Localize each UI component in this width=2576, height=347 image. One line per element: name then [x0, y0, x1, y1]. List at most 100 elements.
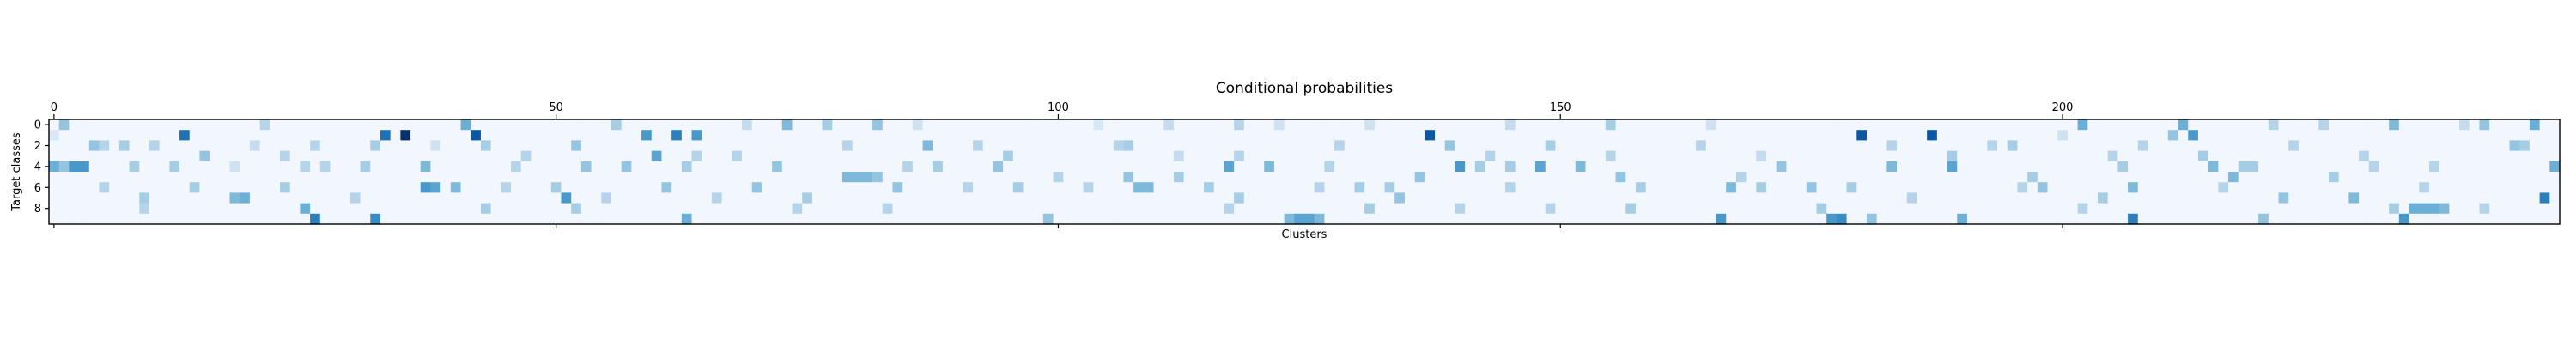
heatmap-cell [1314, 119, 1325, 131]
heatmap-cell [1836, 172, 1848, 183]
heatmap-cell [2318, 119, 2330, 131]
heatmap-cell [139, 213, 150, 225]
heatmap-cell [781, 192, 793, 204]
heatmap-cell [199, 203, 210, 215]
heatmap-cell [611, 150, 623, 162]
heatmap-cell [240, 161, 251, 173]
heatmap-cell [1033, 161, 1044, 173]
heatmap-cell [2519, 172, 2530, 183]
heatmap-cell [1846, 172, 1857, 183]
heatmap-cell [1474, 150, 1486, 162]
heatmap-cell [832, 172, 843, 183]
heatmap-cell [691, 182, 702, 193]
heatmap-cell [1565, 119, 1577, 131]
heatmap-cell [993, 192, 1004, 204]
heatmap-cell [1635, 150, 1647, 162]
heatmap-cell [139, 203, 150, 215]
heatmap-cell [1364, 150, 1376, 162]
heatmap-cell [319, 130, 331, 141]
heatmap-cell [1786, 213, 1797, 225]
heatmap-cell [2137, 150, 2149, 162]
heatmap-cell [1906, 182, 1918, 193]
heatmap-cell [2268, 150, 2280, 162]
heatmap-cell [852, 130, 863, 141]
heatmap-cell [852, 192, 863, 204]
heatmap-cell [601, 192, 612, 204]
heatmap-cell [1414, 140, 1425, 152]
heatmap-cell [1003, 172, 1014, 183]
heatmap-cell [912, 203, 924, 215]
heatmap-cell [621, 130, 632, 141]
heatmap-cell [1334, 203, 1346, 215]
heatmap-cell [1284, 161, 1295, 173]
heatmap-cell [1404, 182, 1416, 193]
heatmap-cell [139, 192, 150, 204]
heatmap-cell [450, 119, 462, 131]
heatmap-cell [1886, 161, 1898, 173]
heatmap-cell [1123, 140, 1134, 152]
heatmap-cell [2117, 192, 2129, 204]
heatmap-cell [2509, 182, 2520, 193]
heatmap-cell [1675, 213, 1687, 225]
heatmap-cell [1856, 213, 1868, 225]
heatmap-cell [1465, 150, 1476, 162]
heatmap-cell [1635, 140, 1647, 152]
heatmap-cell [1906, 213, 1918, 225]
heatmap-cell [1666, 161, 1677, 173]
heatmap-cell [973, 182, 984, 193]
heatmap-cell [2549, 213, 2561, 225]
heatmap-cell [1003, 119, 1014, 131]
heatmap-cell [1234, 172, 1245, 183]
heatmap-cell [671, 161, 683, 173]
heatmap-cell [591, 130, 602, 141]
heatmap-cell [1656, 119, 1667, 131]
heatmap-cell [580, 213, 592, 225]
heatmap-cell [963, 192, 974, 204]
heatmap-cell [49, 130, 60, 141]
heatmap-cell [1053, 130, 1064, 141]
heatmap-cell [520, 213, 532, 225]
heatmap-cell [561, 130, 572, 141]
heatmap-cell [1806, 119, 1818, 131]
heatmap-cell [601, 203, 612, 215]
heatmap-cell [751, 213, 763, 225]
heatmap-cell [1495, 161, 1506, 173]
heatmap-cell [1625, 203, 1637, 215]
heatmap-cell [1625, 172, 1637, 183]
heatmap-cell [400, 150, 411, 162]
heatmap-cell [2328, 119, 2340, 131]
heatmap-cell [1796, 192, 1807, 204]
heatmap-cell [1113, 150, 1125, 162]
heatmap-cell [2007, 119, 2019, 131]
heatmap-cell [2037, 130, 2049, 141]
heatmap-cell [641, 182, 653, 193]
heatmap-cell [1204, 150, 1215, 162]
heatmap-cell [1113, 172, 1125, 183]
heatmap-cell [1625, 182, 1637, 193]
heatmap-cell [1444, 140, 1456, 152]
heatmap-cell [2278, 192, 2289, 204]
heatmap-cell [2047, 150, 2058, 162]
heatmap-cell [1927, 203, 1938, 215]
heatmap-cell [2148, 192, 2159, 204]
heatmap-cell [471, 172, 482, 183]
heatmap-cell [1103, 192, 1115, 204]
heatmap-cell [420, 192, 432, 204]
heatmap-cell [2499, 213, 2511, 225]
heatmap-cell [580, 140, 592, 152]
heatmap-cell [370, 172, 381, 183]
heatmap-cell [2439, 182, 2450, 193]
heatmap-cell [1816, 182, 1827, 193]
heatmap-cell [289, 192, 301, 204]
heatmap-cell [1394, 161, 1406, 173]
heatmap-cell [2549, 140, 2561, 152]
heatmap-cell [149, 119, 161, 131]
heatmap-cell [501, 150, 512, 162]
heatmap-cell [1625, 130, 1637, 141]
heatmap-cell [1153, 192, 1164, 204]
heatmap-cell [1656, 182, 1667, 193]
heatmap-cell [1656, 192, 1667, 204]
heatmap-cell [1545, 203, 1556, 215]
heatmap-cell [621, 172, 632, 183]
heatmap-cell [1163, 161, 1175, 173]
